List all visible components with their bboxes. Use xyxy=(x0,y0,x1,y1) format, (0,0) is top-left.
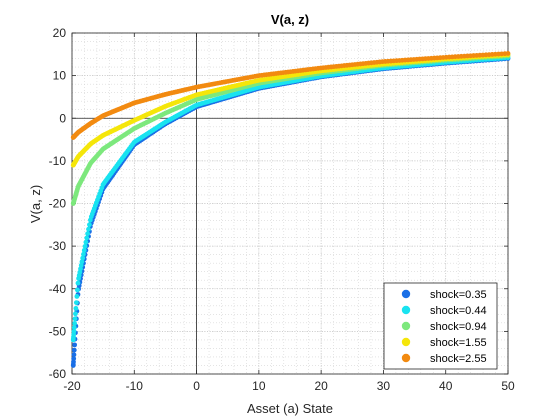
data-point xyxy=(84,235,90,241)
data-point xyxy=(73,300,79,305)
data-point xyxy=(80,255,86,261)
data-point xyxy=(73,305,79,311)
x-tick-label: 0 xyxy=(193,379,200,393)
legend-marker xyxy=(401,289,411,299)
x-tick-label: 10 xyxy=(252,379,266,393)
legend-marker xyxy=(401,321,411,331)
x-tick-label: 50 xyxy=(501,379,515,393)
legend-label: shock=0.35 xyxy=(430,289,487,301)
y-tick-label: -50 xyxy=(49,324,67,338)
chart-title: V(a, z) xyxy=(271,12,309,27)
legend-marker xyxy=(401,337,411,347)
x-tick-label: -20 xyxy=(63,379,81,393)
data-point xyxy=(72,342,78,348)
data-point xyxy=(71,347,77,353)
data-point xyxy=(78,262,84,268)
data-point xyxy=(87,222,92,228)
data-point xyxy=(82,243,88,249)
data-point xyxy=(72,321,78,326)
data-point xyxy=(79,259,85,265)
data-point xyxy=(75,280,81,286)
data-point xyxy=(72,316,78,322)
y-tick-label: -10 xyxy=(49,154,67,168)
legend-marker xyxy=(401,353,411,363)
data-point xyxy=(71,356,77,362)
legend-label: shock=2.55 xyxy=(430,353,487,365)
y-axis-title: V(a, z) xyxy=(28,185,43,223)
data-point xyxy=(71,325,77,330)
y-tick-label: -30 xyxy=(49,239,67,253)
legend-label: shock=0.44 xyxy=(430,305,487,317)
data-point xyxy=(75,287,80,293)
legend-marker xyxy=(401,305,411,315)
legend-label: shock=1.55 xyxy=(430,337,487,349)
y-tick-label: -40 xyxy=(49,282,67,296)
y-tick-label: -20 xyxy=(49,197,67,211)
legend-label: shock=0.94 xyxy=(430,321,487,333)
legend: shock=0.35 shock=0.44 shock=0.94 shock=1.55… xyxy=(383,282,498,370)
data-point xyxy=(85,231,91,237)
y-tick-label: -60 xyxy=(49,367,67,381)
data-point xyxy=(74,294,80,299)
data-point xyxy=(71,328,77,334)
data-point xyxy=(83,239,89,245)
series-shock=2.55 xyxy=(70,51,511,140)
x-tick-label: -10 xyxy=(126,379,144,393)
data-point xyxy=(505,51,511,56)
x-tick-label: 30 xyxy=(377,379,391,393)
data-point xyxy=(73,311,78,317)
series-layer xyxy=(70,51,511,368)
y-tick-label: 0 xyxy=(59,111,66,125)
x-tick-label: 40 xyxy=(439,379,453,393)
data-point xyxy=(71,352,77,358)
y-tick-label: 10 xyxy=(53,69,67,83)
data-point xyxy=(81,251,86,257)
data-point xyxy=(81,247,87,253)
x-tick-label: 20 xyxy=(314,379,328,393)
x-axis-title: Asset (a) State xyxy=(247,401,333,416)
axes: -20 -10 0 10 20 30 40 50 -60 -50 -40 -30 -20 -10 0 10 20 xyxy=(49,26,515,393)
data-point xyxy=(86,226,91,232)
y-tick-label: 20 xyxy=(53,26,67,40)
